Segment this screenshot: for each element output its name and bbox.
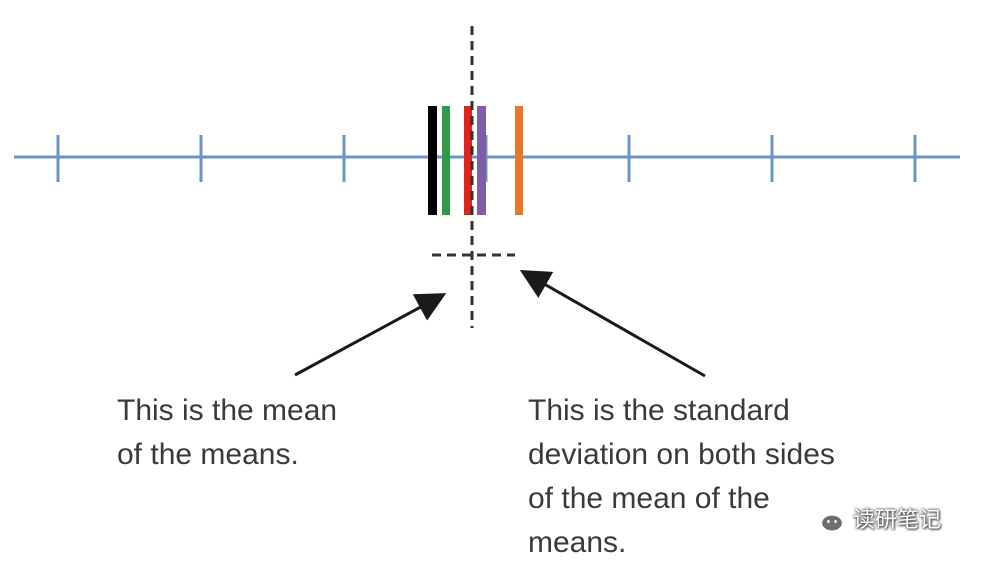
caption-line: of the mean of the	[528, 482, 770, 515]
arrow-to-mean	[294, 293, 447, 377]
watermark: 读研笔记	[805, 500, 941, 536]
arrow-to-standard-deviation	[519, 270, 706, 378]
mean-of-means-caption: This is the mean of the means.	[117, 389, 337, 477]
mean-bar-red	[464, 106, 472, 215]
watermark-text: 读研笔记	[853, 508, 942, 533]
caption-line: This is the standard	[528, 394, 790, 427]
caption-line: means.	[528, 526, 627, 559]
caption-line: This is the mean	[117, 394, 338, 427]
mean-bar-purple	[477, 106, 486, 215]
caption-line: of the means.	[117, 438, 299, 471]
mean-bar-orange	[515, 106, 523, 215]
wechat-icon	[805, 502, 845, 533]
caption-line: deviation on both sides	[528, 438, 835, 471]
standard-deviation-caption: This is the standard deviation on both s…	[528, 389, 835, 565]
mean-bar-green	[442, 106, 450, 215]
mean-bar-black	[428, 106, 437, 215]
